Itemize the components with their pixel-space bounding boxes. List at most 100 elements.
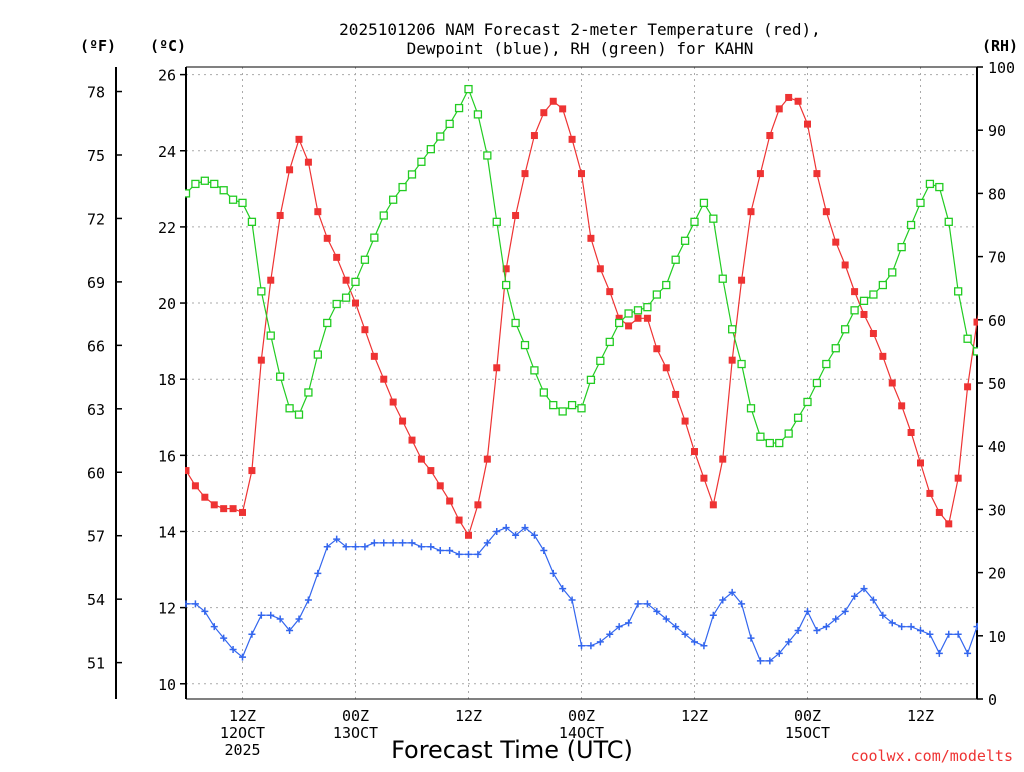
temperature-point — [832, 238, 840, 246]
dewpoint-point — [559, 585, 567, 593]
rh-point — [916, 198, 925, 208]
temperature-point — [304, 158, 312, 166]
rh-point — [643, 303, 652, 312]
rh-point — [294, 410, 304, 419]
temperature-point — [907, 428, 915, 436]
temperature-point — [643, 314, 651, 322]
rh-point — [185, 189, 191, 198]
dewpoint-point — [587, 642, 595, 650]
celsius-tick-label: 16 — [158, 447, 176, 465]
temperature-point — [945, 520, 953, 528]
dewpoint-point — [860, 585, 868, 593]
rh-point — [935, 182, 944, 192]
dewpoint-point — [917, 626, 924, 634]
rh-point — [389, 195, 398, 204]
dewpoint-point — [248, 630, 256, 638]
rh-point — [878, 280, 887, 290]
rh-point — [624, 309, 633, 318]
x-tick-label: 12Z — [907, 707, 934, 725]
dewpoint-point — [794, 626, 802, 634]
rh-point — [502, 280, 511, 290]
temperature-point — [935, 508, 943, 516]
temperature-point — [634, 314, 642, 322]
series-layer — [185, 84, 999, 665]
temperature-point — [851, 288, 859, 296]
celsius-tick-label: 22 — [158, 219, 176, 237]
rh-point — [379, 211, 388, 220]
credit-link[interactable]: coolwx.com/modelts — [850, 747, 1013, 765]
rh-point — [398, 182, 407, 192]
fahrenheit-tick-label: 63 — [87, 401, 105, 419]
dewpoint-point — [973, 623, 978, 631]
rh-point — [897, 242, 906, 252]
rh-tick-label: 70 — [988, 249, 1006, 267]
temperature-point — [474, 501, 482, 509]
dewpoint-point — [879, 611, 887, 619]
temperature-point — [992, 227, 999, 234]
temperature-point — [804, 120, 811, 128]
dewpoint-point — [625, 619, 633, 627]
temperature-point — [380, 375, 388, 383]
temperature-point — [888, 379, 896, 387]
rh-point — [586, 375, 596, 384]
celsius-tick-label: 18 — [158, 371, 176, 389]
dewpoint-point — [907, 623, 915, 631]
dewpoint-point — [446, 547, 454, 555]
dewpoint-point — [945, 630, 953, 638]
rh-point — [360, 255, 370, 264]
rh-point — [954, 287, 963, 296]
dewpoint-point — [465, 550, 472, 558]
rh-point — [247, 217, 257, 226]
dewpoint-point — [408, 539, 416, 547]
chart-title-line: 2025101206 NAM Forecast 2-meter Temperat… — [339, 20, 821, 39]
rh-point — [690, 217, 699, 226]
dewpoint-point — [766, 657, 774, 665]
rh-tick-label: 100 — [988, 59, 1015, 77]
temperature-point — [615, 314, 623, 322]
rh-point — [746, 404, 756, 413]
dewpoint-point — [568, 596, 576, 604]
dewpoint-point — [700, 642, 708, 650]
dewpoint-point — [185, 600, 190, 608]
x-tick-label: 00Z — [568, 707, 595, 725]
temperature-point — [822, 208, 830, 216]
celsius-tick-label: 26 — [158, 67, 176, 85]
rh-point — [812, 378, 822, 388]
rh-point — [539, 388, 548, 397]
temperature-point — [719, 455, 727, 463]
temperature-point — [954, 474, 962, 482]
rh-tick-label: 60 — [988, 312, 1006, 330]
temperature-point — [794, 97, 802, 105]
dewpoint-point — [775, 649, 783, 657]
dewpoint-point — [709, 611, 717, 619]
x-axis-title: Forecast Time (UTC) — [391, 736, 633, 764]
x-tick-label: 00Z — [794, 707, 821, 725]
x-tick-label: 12Z — [229, 707, 256, 725]
dewpoint-point — [662, 615, 670, 623]
temperature-point — [389, 398, 397, 406]
dewpoint-point — [578, 642, 585, 650]
dewpoint-point — [738, 600, 746, 608]
temperature-point — [521, 170, 529, 178]
rh-point — [605, 337, 614, 347]
dewpoint-point — [954, 630, 962, 638]
chart-title-line: Dewpoint (blue), RH (green) for KAHN — [407, 39, 754, 58]
temperature-point — [766, 132, 774, 140]
series-temperature — [185, 93, 999, 539]
temperature-point — [869, 330, 877, 338]
dewpoint-point — [549, 569, 557, 577]
dewpoint-point — [314, 569, 322, 577]
temperature-point — [775, 105, 783, 113]
rh-point — [436, 132, 445, 141]
temperature-point — [568, 135, 576, 143]
rh-point — [963, 334, 972, 343]
dewpoint-point — [634, 600, 642, 608]
temperature-point — [493, 364, 501, 372]
dewpoint-point — [229, 646, 237, 654]
rh-point — [869, 290, 878, 299]
dewpoint-point — [983, 597, 990, 604]
rh-unit-label: (RH) — [982, 37, 1018, 55]
rh-point — [313, 350, 322, 359]
rh-point — [285, 404, 294, 413]
temperature-point — [926, 489, 934, 497]
